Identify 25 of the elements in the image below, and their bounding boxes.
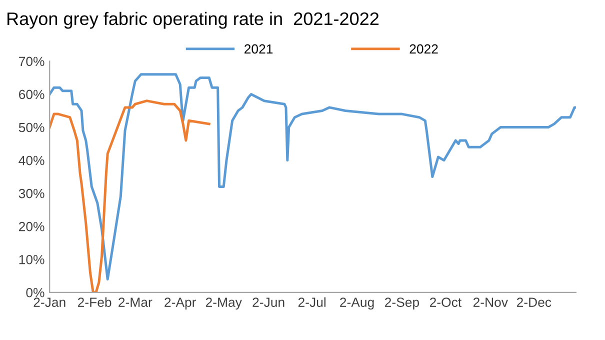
legend-label: 2022	[410, 44, 438, 54]
line-series	[50, 73, 576, 280]
y-tick-label: 50%	[18, 122, 44, 132]
x-tick-label: 2-Dec	[516, 298, 552, 307]
y-tick-label: 10%	[19, 254, 44, 264]
y-tick-label: 40%	[18, 156, 44, 166]
x-tick-label: 2-Aug	[340, 298, 374, 310]
line-series	[50, 100, 210, 292]
x-tick-label: 2-Sep	[385, 298, 420, 310]
x-tick-label: 2-Oct	[430, 298, 462, 307]
x-tick-label: 2-Nov	[473, 298, 508, 307]
x-tick-label: 2-Mar	[118, 298, 152, 307]
x-tick-label: 2-Jan	[34, 298, 66, 307]
y-tick-label: 20%	[19, 222, 44, 232]
chart-title: Rayon grey fabric operating rate in 2021-2022	[8, 12, 379, 29]
y-tick-label: 30%	[18, 188, 44, 198]
x-tick-label: 2-Jul	[298, 297, 326, 307]
y-tick-label: 0%	[26, 288, 44, 298]
y-tick-label: 60%	[19, 90, 44, 100]
x-tick-label: 2-Jun	[252, 298, 284, 307]
x-tick-label: 2-Apr	[164, 298, 196, 310]
x-tick-label: 2-Feb	[78, 297, 112, 307]
x-tick-label: 2-May	[206, 298, 242, 310]
legend-label: 2021	[244, 44, 273, 54]
y-tick-label: 70%	[19, 56, 44, 66]
